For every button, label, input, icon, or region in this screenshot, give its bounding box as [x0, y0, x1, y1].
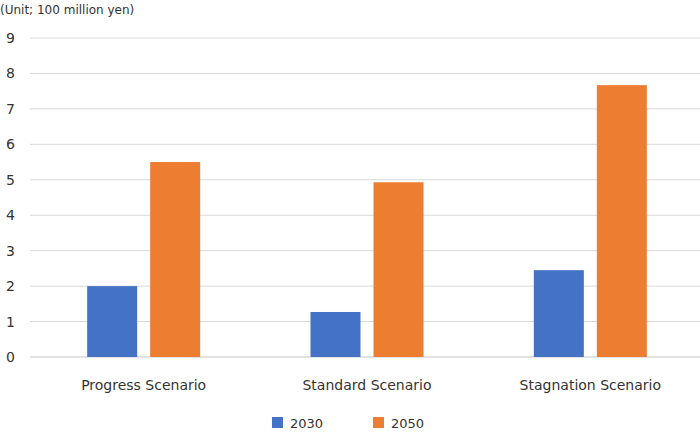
legend-swatch [272, 417, 283, 428]
x-tick-label: Progress Scenario [81, 377, 206, 393]
y-axis-label: (Unit; 100 million yen) [0, 3, 134, 17]
y-tick-label: 7 [6, 101, 15, 117]
y-tick-label: 8 [6, 65, 15, 81]
x-tick-label: Stagnation Scenario [520, 377, 661, 393]
bar [374, 182, 424, 357]
bar [87, 286, 137, 357]
bars [87, 85, 647, 357]
legend-label: 2050 [391, 416, 424, 431]
bar [150, 162, 200, 357]
x-tick-label: Standard Scenario [302, 377, 431, 393]
y-tick-label: 0 [6, 349, 15, 365]
bar [534, 270, 584, 357]
y-tick-label: 2 [6, 278, 15, 294]
grid-line [30, 73, 700, 74]
y-tick-label: 3 [6, 243, 15, 259]
bar [311, 312, 361, 357]
y-tick-label: 5 [6, 172, 15, 188]
legend-swatch [373, 417, 384, 428]
bar [597, 85, 647, 357]
chart: (Unit; 100 million yen) 0 1 2 3 4 5 6 7 8 9 Progres… [0, 0, 700, 432]
y-tick-label: 9 [6, 30, 15, 46]
grid-line [30, 38, 700, 39]
legend-label: 2030 [290, 416, 323, 431]
y-tick-label: 6 [6, 136, 15, 152]
y-tick-label: 1 [6, 314, 15, 330]
y-tick-label: 4 [6, 207, 15, 223]
